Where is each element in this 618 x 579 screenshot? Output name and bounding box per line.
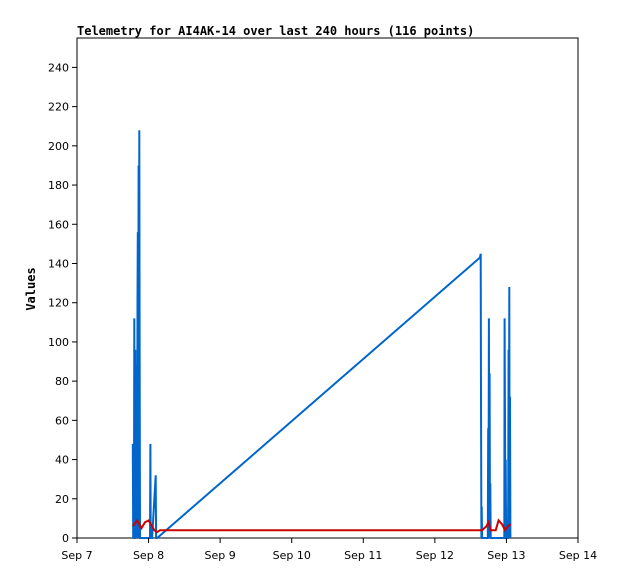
y-tick-label: 200 bbox=[48, 140, 69, 153]
y-tick-label: 220 bbox=[48, 101, 69, 114]
y-axis-label: Values bbox=[24, 267, 38, 310]
x-tick-label: Sep 7 bbox=[61, 549, 92, 562]
x-tick-label: Sep 8 bbox=[133, 549, 164, 562]
series-line-blue bbox=[131, 130, 512, 539]
plot-area bbox=[131, 130, 512, 539]
y-tick-label: 140 bbox=[48, 257, 69, 270]
plot-frame bbox=[76, 37, 579, 539]
x-tick-label: Sep 13 bbox=[487, 549, 525, 562]
y-tick-label: 180 bbox=[48, 179, 69, 192]
y-tick-label: 120 bbox=[48, 297, 69, 310]
y-tick-label: 80 bbox=[55, 375, 69, 388]
x-tick-label: Sep 12 bbox=[416, 549, 454, 562]
y-tick-label: 100 bbox=[48, 336, 69, 349]
x-tick-label: Sep 11 bbox=[344, 549, 382, 562]
y-tick-label: 60 bbox=[55, 414, 69, 427]
axes-group bbox=[76, 37, 579, 539]
y-tick-label: 160 bbox=[48, 218, 69, 231]
ticks-group: 0 20 40 60 80 100 120 140 160 180 200 220 240 Sep 7 Se… bbox=[48, 61, 597, 562]
y-tick-label: 240 bbox=[48, 61, 69, 74]
x-tick-label: Sep 9 bbox=[205, 549, 236, 562]
y-tick-label: 0 bbox=[62, 532, 69, 545]
x-tick-label: Sep 10 bbox=[273, 549, 311, 562]
y-tick-label: 40 bbox=[55, 454, 69, 467]
chart-title: Telemetry for AI4AK-14 over last 240 hou… bbox=[77, 24, 474, 38]
x-tick-label: Sep 14 bbox=[559, 549, 597, 562]
series-line-red bbox=[131, 518, 512, 534]
y-tick-label: 20 bbox=[55, 493, 69, 506]
